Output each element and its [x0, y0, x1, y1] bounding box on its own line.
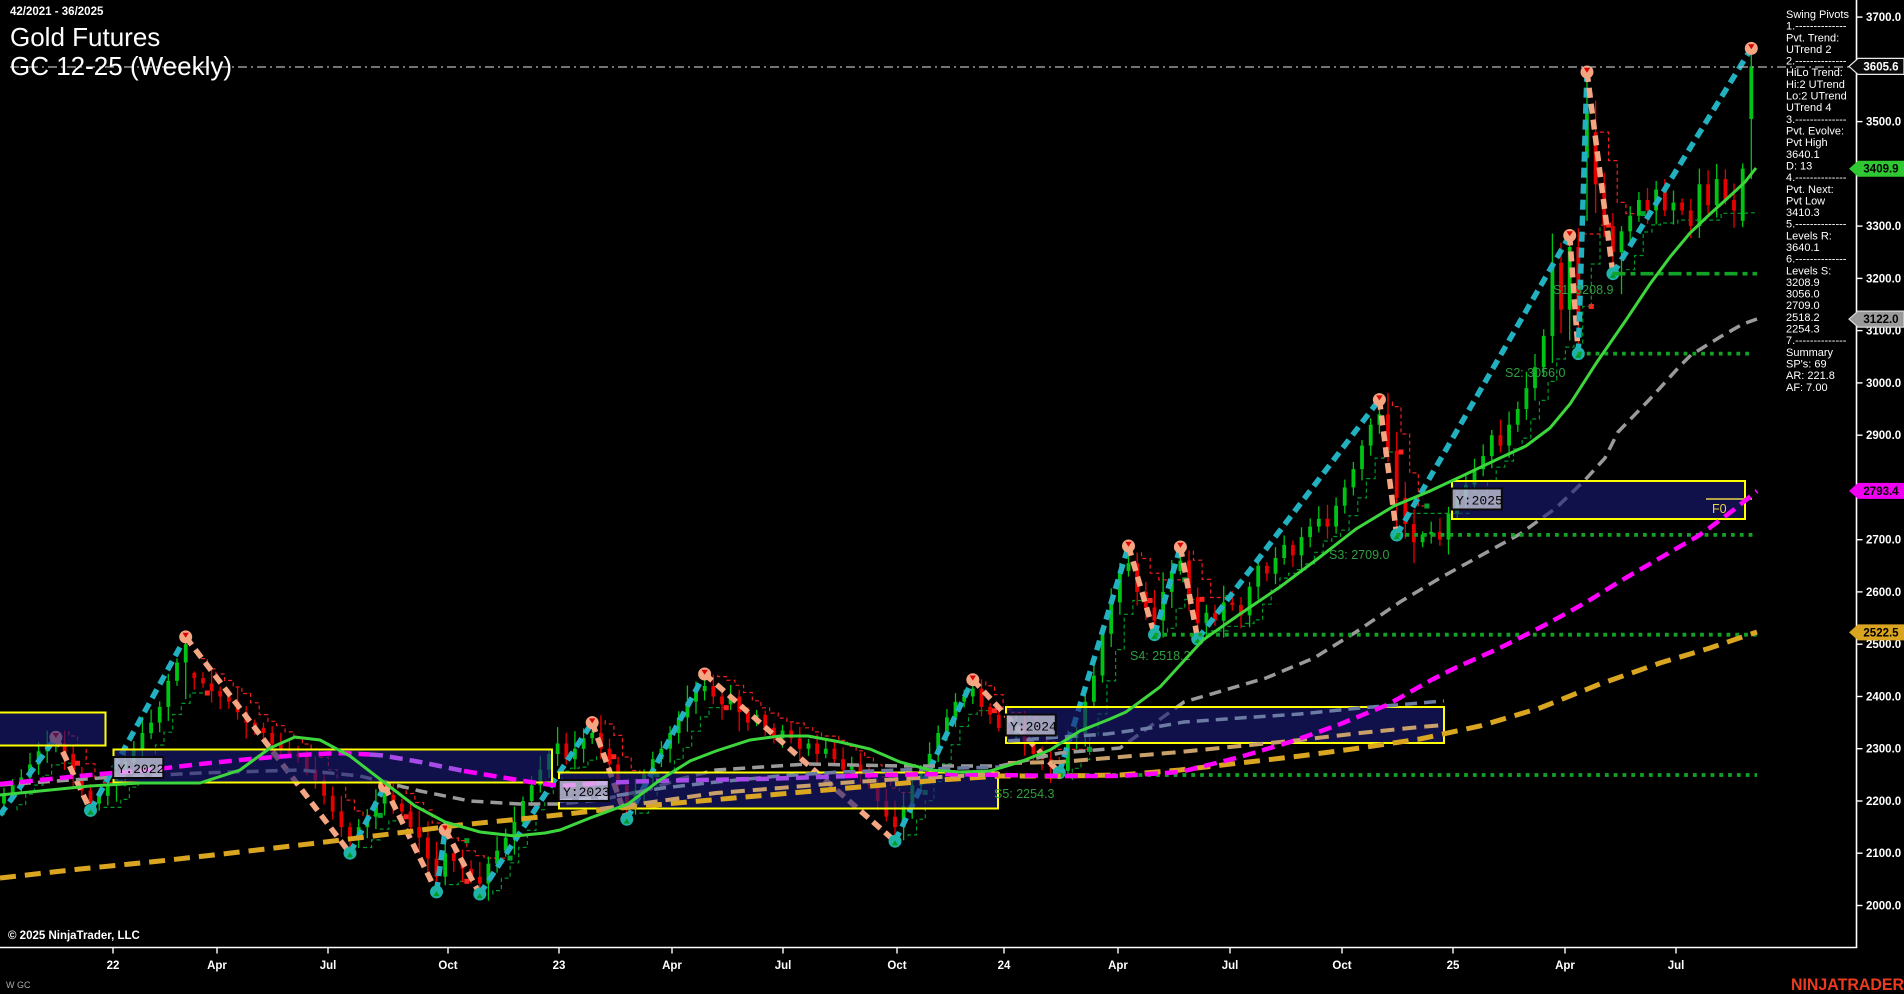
- svg-text:2100.0: 2100.0: [1866, 848, 1901, 860]
- svg-text:D: 13: D: 13: [1786, 161, 1812, 173]
- svg-text:3700.0: 3700.0: [1866, 12, 1901, 24]
- svg-text:42/2021 - 36/2025: 42/2021 - 36/2025: [10, 6, 104, 18]
- svg-text:2300.0: 2300.0: [1866, 744, 1901, 756]
- svg-text:5.--------------: 5.--------------: [1786, 219, 1847, 231]
- svg-text:Apr: Apr: [1108, 960, 1128, 972]
- svg-text:2709.0: 2709.0: [1786, 300, 1820, 312]
- svg-text:2400.0: 2400.0: [1866, 692, 1901, 704]
- svg-text:3056.0: 3056.0: [1786, 289, 1820, 301]
- svg-text:Summary: Summary: [1786, 347, 1834, 359]
- svg-text:22: 22: [107, 960, 120, 972]
- svg-text:Pvt High: Pvt High: [1786, 137, 1828, 149]
- svg-text:3605.6: 3605.6: [1863, 61, 1898, 73]
- svg-text:3122.0: 3122.0: [1863, 314, 1898, 326]
- svg-text:2518.2: 2518.2: [1786, 312, 1820, 324]
- svg-text:Pvt. Next:: Pvt. Next:: [1786, 184, 1834, 196]
- svg-text:S4: 2518.2: S4: 2518.2: [1130, 649, 1191, 663]
- svg-text:2254.3: 2254.3: [1786, 324, 1820, 336]
- svg-text:Oct: Oct: [887, 960, 906, 972]
- svg-text:AF: 7.00: AF: 7.00: [1786, 382, 1828, 394]
- svg-text:S1: 3208.9: S1: 3208.9: [1553, 283, 1614, 297]
- svg-text:3640.1: 3640.1: [1786, 242, 1820, 254]
- svg-text:24: 24: [998, 960, 1011, 972]
- svg-text:Hi:2 UTrend: Hi:2 UTrend: [1786, 79, 1845, 91]
- svg-text:Swing Pivots: Swing Pivots: [1786, 9, 1849, 21]
- svg-text:Y:2022: Y:2022: [118, 762, 165, 777]
- svg-text:2900.0: 2900.0: [1866, 430, 1901, 442]
- svg-text:UTrend 2: UTrend 2: [1786, 44, 1831, 56]
- svg-text:F0: F0: [1712, 502, 1727, 516]
- svg-text:Y:2023: Y:2023: [563, 785, 610, 800]
- svg-text:3300.0: 3300.0: [1866, 221, 1901, 233]
- svg-text:S3: 2709.0: S3: 2709.0: [1329, 548, 1390, 562]
- svg-text:3100.0: 3100.0: [1866, 326, 1901, 338]
- svg-text:Pvt. Evolve:: Pvt. Evolve:: [1786, 126, 1844, 138]
- svg-text:Pvt. Trend:: Pvt. Trend:: [1786, 32, 1839, 44]
- svg-text:7.--------------: 7.--------------: [1786, 335, 1847, 347]
- svg-text:Jul: Jul: [1668, 960, 1685, 972]
- svg-text:SP's: 69: SP's: 69: [1786, 359, 1827, 371]
- svg-text:Apr: Apr: [207, 960, 227, 972]
- svg-text:NINJATRADER: NINJATRADER: [1791, 975, 1904, 994]
- svg-text:2793.4: 2793.4: [1863, 486, 1899, 498]
- svg-text:3208.9: 3208.9: [1786, 277, 1820, 289]
- svg-text:2600.0: 2600.0: [1866, 587, 1901, 599]
- svg-text:Oct: Oct: [438, 960, 457, 972]
- svg-text:3000.0: 3000.0: [1866, 378, 1901, 390]
- svg-text:AR: 221.8: AR: 221.8: [1786, 370, 1835, 382]
- svg-text:Apr: Apr: [1555, 960, 1575, 972]
- svg-text:Y:2025: Y:2025: [1456, 494, 1503, 509]
- svg-text:3410.3: 3410.3: [1786, 207, 1820, 219]
- svg-text:S2: 3056.0: S2: 3056.0: [1505, 366, 1566, 380]
- svg-text:3409.9: 3409.9: [1863, 164, 1898, 176]
- svg-text:GC 12-25 (Weekly): GC 12-25 (Weekly): [10, 51, 232, 81]
- svg-text:3640.1: 3640.1: [1786, 149, 1820, 161]
- svg-text:2200.0: 2200.0: [1866, 796, 1901, 808]
- svg-text:© 2025 NinjaTrader, LLC: © 2025 NinjaTrader, LLC: [8, 930, 140, 942]
- svg-text:Levels S:: Levels S:: [1786, 265, 1831, 277]
- svg-text:2500.0: 2500.0: [1866, 639, 1901, 651]
- svg-text:Gold Futures: Gold Futures: [10, 22, 160, 52]
- svg-text:W GC: W GC: [6, 980, 31, 990]
- svg-text:UTrend 4: UTrend 4: [1786, 102, 1831, 114]
- svg-text:HiLo Trend:: HiLo Trend:: [1786, 67, 1843, 79]
- svg-text:Oct: Oct: [1332, 960, 1351, 972]
- svg-text:S5: 2254.3: S5: 2254.3: [994, 787, 1055, 801]
- svg-text:25: 25: [1447, 960, 1460, 972]
- svg-text:Lo:2 UTrend: Lo:2 UTrend: [1786, 91, 1847, 103]
- svg-text:2.--------------: 2.--------------: [1786, 56, 1847, 68]
- svg-text:Levels R:: Levels R:: [1786, 230, 1832, 242]
- svg-text:2000.0: 2000.0: [1866, 901, 1901, 913]
- svg-text:Jul: Jul: [1222, 960, 1239, 972]
- svg-text:1.--------------: 1.--------------: [1786, 21, 1847, 33]
- svg-text:Apr: Apr: [662, 960, 682, 972]
- svg-text:Pvt Low: Pvt Low: [1786, 195, 1825, 207]
- svg-text:Jul: Jul: [775, 960, 792, 972]
- svg-text:2700.0: 2700.0: [1866, 535, 1901, 547]
- svg-text:6.--------------: 6.--------------: [1786, 254, 1847, 266]
- svg-text:3500.0: 3500.0: [1866, 117, 1901, 129]
- svg-text:3.--------------: 3.--------------: [1786, 114, 1847, 126]
- svg-text:4.--------------: 4.--------------: [1786, 172, 1847, 184]
- svg-text:2522.5: 2522.5: [1863, 627, 1899, 639]
- svg-text:23: 23: [553, 960, 566, 972]
- svg-text:Y:2024: Y:2024: [1010, 720, 1057, 735]
- svg-text:3200.0: 3200.0: [1866, 273, 1901, 285]
- svg-text:Jul: Jul: [320, 960, 337, 972]
